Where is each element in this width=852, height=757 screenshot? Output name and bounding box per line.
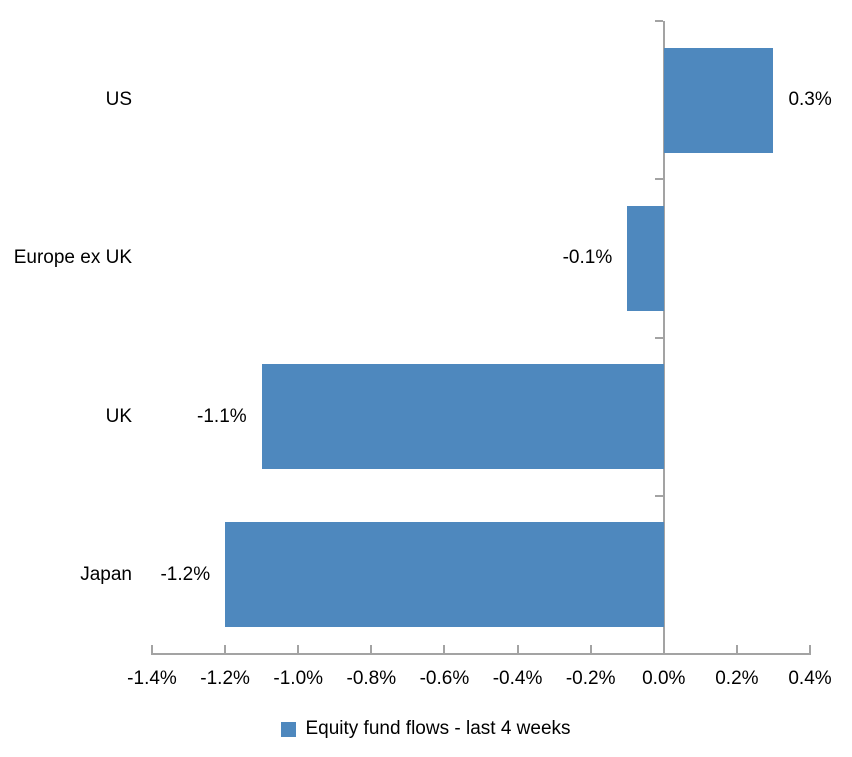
x-axis-tick-label: -1.0% xyxy=(273,668,324,689)
value-label-uk: -1.1% xyxy=(197,405,247,427)
bar-europe-ex-uk xyxy=(627,205,664,311)
bar-us xyxy=(663,47,774,153)
bar-japan xyxy=(225,522,664,628)
x-axis-tick-label: 0.2% xyxy=(715,668,759,689)
x-axis-line xyxy=(151,653,811,655)
x-axis-tick-label: 0.0% xyxy=(642,668,686,689)
x-axis-tick-label: -0.2% xyxy=(565,668,616,689)
x-axis-tick-label: -0.6% xyxy=(419,668,470,689)
zero-axis-tick xyxy=(654,336,663,339)
category-label-japan: Japan xyxy=(80,563,132,585)
zero-axis-tick xyxy=(654,178,663,181)
category-label-uk: UK xyxy=(105,405,132,427)
legend: Equity fund flows - last 4 weeks xyxy=(0,718,852,740)
x-axis-tick xyxy=(809,645,811,653)
bar-uk xyxy=(261,364,664,470)
x-axis-tick xyxy=(443,645,446,653)
category-label-us: US xyxy=(105,89,132,111)
category-label-europe-ex-uk: Europe ex UK xyxy=(13,247,132,269)
x-axis-tick xyxy=(589,645,592,653)
value-label-europe-ex-uk: -0.1% xyxy=(562,247,613,269)
value-label-japan: -1.2% xyxy=(160,563,211,585)
zero-axis-tick xyxy=(654,494,663,497)
zero-axis-line xyxy=(662,21,665,654)
x-axis-tick-label: -0.8% xyxy=(346,668,397,689)
x-axis-tick xyxy=(151,645,153,653)
x-axis-tick xyxy=(516,645,519,653)
x-axis-tick xyxy=(370,645,373,653)
legend-swatch-icon xyxy=(281,721,297,737)
value-label-us: 0.3% xyxy=(788,89,832,111)
x-axis-tick-label: -1.4% xyxy=(127,668,177,689)
x-axis-tick xyxy=(297,645,300,653)
x-axis-tick-label: 0.4% xyxy=(788,668,832,689)
x-axis-tick xyxy=(224,645,227,653)
x-axis-tick xyxy=(735,645,738,653)
zero-axis-tick xyxy=(654,20,663,22)
legend-label: Equity fund flows - last 4 weeks xyxy=(305,718,571,739)
x-axis-tick-label: -1.2% xyxy=(200,668,250,689)
x-axis-tick-label: -0.4% xyxy=(492,668,543,689)
